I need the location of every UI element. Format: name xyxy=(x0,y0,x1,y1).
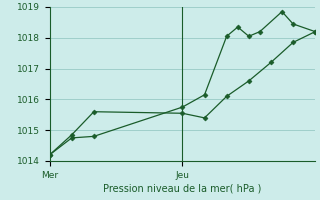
X-axis label: Pression niveau de la mer( hPa ): Pression niveau de la mer( hPa ) xyxy=(103,184,261,194)
